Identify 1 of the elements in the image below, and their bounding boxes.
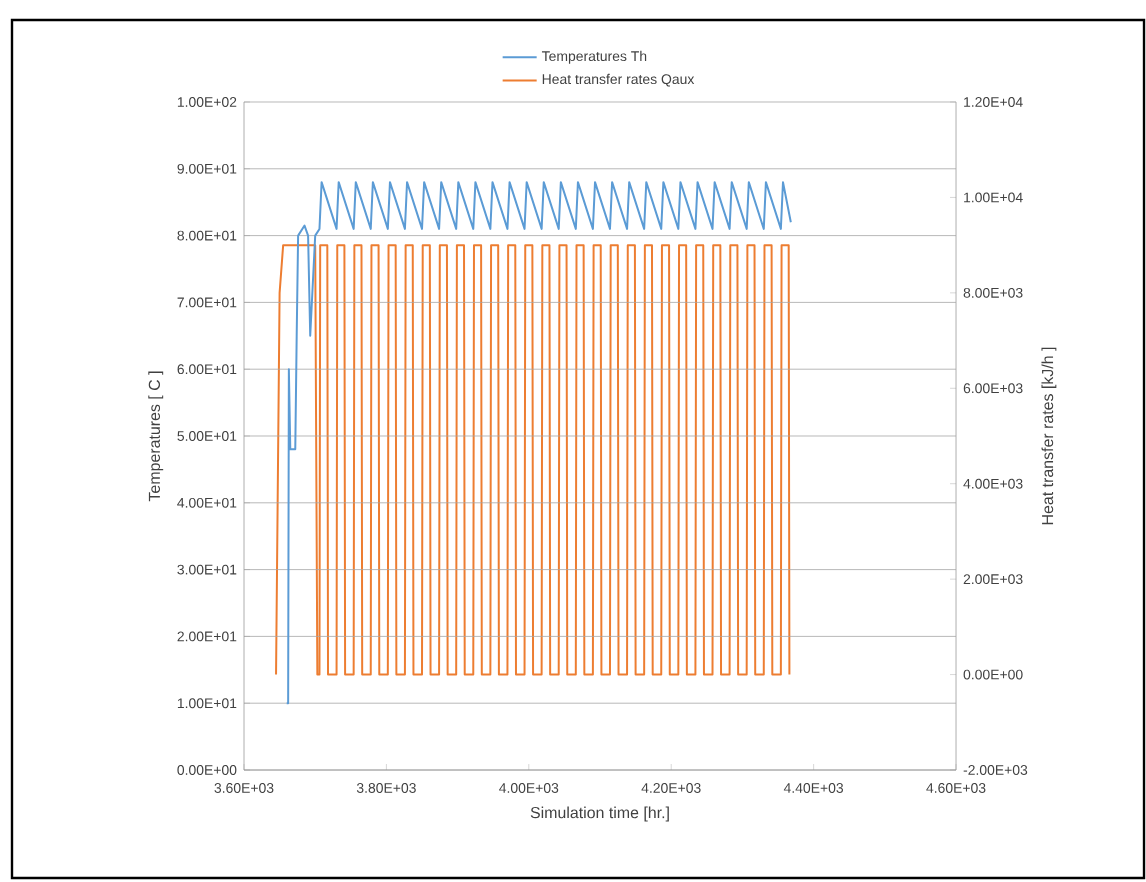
line-series	[285, 181, 792, 705]
